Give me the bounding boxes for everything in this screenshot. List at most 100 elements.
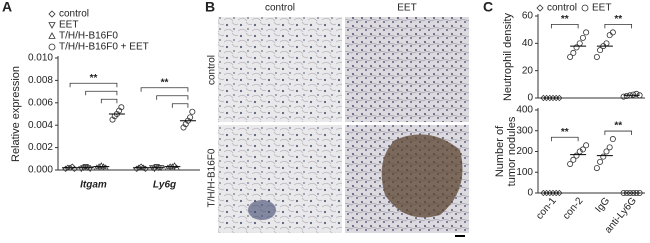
bracket — [100, 98, 118, 104]
row-label: control — [207, 55, 218, 85]
y-tick-label: 300 — [516, 125, 533, 136]
stain — [248, 200, 276, 220]
data-point — [567, 54, 574, 60]
data-point — [82, 164, 89, 171]
data-point — [636, 92, 643, 99]
data-point — [109, 116, 116, 123]
bracket — [604, 24, 633, 29]
y-tick-label: 0.008 — [28, 75, 53, 86]
data-point — [153, 164, 160, 171]
column-label: control — [265, 3, 295, 14]
y-tick-label: 0.010 — [28, 53, 53, 64]
bracket — [171, 103, 189, 108]
bracket — [604, 130, 633, 136]
data-point — [567, 161, 574, 167]
y-axis-label: Neutrophil density — [502, 12, 514, 101]
bracket — [156, 95, 189, 100]
y-tick-label: 400 — [516, 105, 533, 116]
significance: ** — [90, 73, 98, 84]
y-tick-label: 60 — [522, 11, 534, 22]
panel-letter: A — [2, 0, 12, 15]
data-point — [583, 29, 590, 36]
data-point — [600, 153, 607, 160]
data-point — [593, 165, 600, 172]
data-point — [102, 164, 109, 171]
data-point — [86, 166, 94, 173]
data-point — [630, 91, 637, 98]
x-tick-label: con-2 — [561, 195, 586, 222]
data-point — [118, 104, 125, 111]
data-point — [579, 34, 586, 41]
data-point — [633, 90, 640, 97]
significance: ** — [561, 127, 569, 138]
legend-marker — [48, 32, 56, 39]
data-point — [636, 190, 643, 196]
figure: B control EET control T/H/H-B16F0 A 0.000… — [2, 0, 645, 237]
data-point — [187, 114, 194, 121]
data-point — [583, 142, 590, 149]
significance: ** — [561, 14, 569, 25]
y-tick-label: 200 — [516, 146, 533, 157]
y-tick-label: 0.006 — [28, 97, 53, 108]
data-point — [620, 93, 627, 100]
data-point — [171, 162, 178, 168]
legend-marker — [48, 10, 56, 18]
legend-label: control — [59, 9, 89, 20]
data-point — [135, 164, 143, 171]
y-tick-label: 0.000 — [28, 165, 53, 176]
bracket — [85, 90, 118, 96]
data-point — [576, 148, 583, 155]
legend-label: control — [547, 3, 577, 14]
data-point — [182, 121, 189, 128]
micrograph — [218, 125, 342, 233]
x-tick-label: Ly6g — [153, 180, 176, 191]
y-tick-label: 20 — [522, 65, 534, 76]
data-point — [189, 108, 196, 115]
legend-marker — [48, 43, 56, 51]
x-tick-label: IgG — [593, 195, 612, 215]
legend-label: EET — [592, 3, 611, 14]
data-point — [609, 29, 616, 36]
data-point — [606, 144, 613, 151]
tumor-stain — [381, 134, 463, 218]
data-point — [173, 164, 180, 171]
data-point — [570, 156, 577, 163]
row-label: T/H/H-B16F0 — [207, 148, 218, 207]
y-axis-label: Relative expression — [10, 66, 22, 162]
y-tick-label: 0 — [527, 93, 533, 104]
y-axis-label: Number of — [494, 125, 506, 177]
bracket — [550, 136, 579, 142]
data-point — [579, 146, 586, 153]
data-point — [606, 32, 613, 39]
data-point — [603, 148, 610, 155]
data-point — [576, 40, 583, 47]
legend-label: EET — [59, 20, 78, 31]
bracket — [69, 82, 118, 88]
data-point — [593, 54, 600, 60]
y-tick-label: 100 — [516, 167, 533, 178]
data-point — [556, 94, 563, 102]
x-tick-label: con-1 — [534, 195, 559, 222]
data-point — [597, 158, 604, 165]
data-point — [609, 136, 616, 142]
legend-marker — [581, 4, 589, 12]
legend-marker — [48, 22, 56, 29]
data-point — [603, 40, 610, 47]
column-label: EET — [397, 3, 416, 14]
panel-letter: B — [205, 0, 215, 15]
image-panel: B control EET control T/H/H-B16F0 — [205, 0, 469, 237]
data-point — [164, 164, 172, 171]
data-point — [597, 47, 604, 54]
significance: ** — [614, 14, 622, 25]
data-point — [180, 124, 187, 131]
y-tick-label: 0.004 — [28, 120, 53, 131]
legend-marker — [536, 4, 544, 12]
data-point — [93, 164, 101, 171]
bracket — [140, 87, 189, 92]
data-point — [66, 164, 74, 171]
significance: ** — [161, 77, 169, 88]
data-point — [151, 166, 158, 173]
significance: ** — [614, 121, 622, 132]
y-axis-label: tumor nodules — [506, 116, 518, 186]
data-point — [556, 189, 563, 197]
